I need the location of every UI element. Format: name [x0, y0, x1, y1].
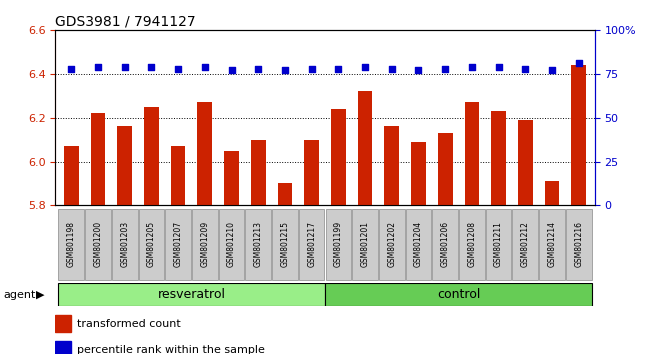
FancyBboxPatch shape [352, 209, 378, 280]
FancyBboxPatch shape [58, 209, 84, 280]
Point [493, 64, 504, 70]
Text: percentile rank within the sample: percentile rank within the sample [77, 345, 265, 354]
Point [66, 66, 77, 72]
Text: GDS3981 / 7941127: GDS3981 / 7941127 [55, 15, 196, 29]
Text: GSM801209: GSM801209 [200, 221, 209, 267]
FancyBboxPatch shape [406, 209, 432, 280]
FancyBboxPatch shape [165, 209, 191, 280]
Point [520, 66, 530, 72]
Point [573, 61, 584, 66]
Text: GSM801199: GSM801199 [334, 221, 343, 267]
Bar [545, 181, 560, 205]
FancyBboxPatch shape [566, 209, 592, 280]
Bar [171, 146, 185, 205]
Text: resveratrol: resveratrol [157, 288, 226, 301]
Point [226, 68, 237, 73]
Point [333, 66, 344, 72]
Text: GSM801213: GSM801213 [254, 221, 263, 267]
FancyBboxPatch shape [246, 209, 271, 280]
Text: GSM801200: GSM801200 [94, 221, 103, 267]
Point [413, 68, 424, 73]
Text: GSM801206: GSM801206 [441, 221, 450, 267]
Text: transformed count: transformed count [77, 319, 181, 329]
Text: GSM801208: GSM801208 [467, 221, 476, 267]
FancyBboxPatch shape [272, 209, 298, 280]
Bar [411, 142, 426, 205]
Point [387, 66, 397, 72]
Text: GSM801204: GSM801204 [414, 221, 423, 267]
Bar [278, 183, 292, 205]
FancyBboxPatch shape [379, 209, 404, 280]
Bar [465, 102, 479, 205]
Point [253, 66, 263, 72]
Point [120, 64, 130, 70]
FancyBboxPatch shape [325, 283, 592, 306]
Bar [64, 146, 79, 205]
Text: GSM801215: GSM801215 [280, 221, 289, 267]
Point [440, 66, 450, 72]
Text: GSM801210: GSM801210 [227, 221, 236, 267]
FancyBboxPatch shape [540, 209, 565, 280]
Point [547, 68, 557, 73]
FancyBboxPatch shape [326, 209, 351, 280]
Text: GSM801207: GSM801207 [174, 221, 183, 267]
Point [200, 64, 210, 70]
Bar [55, 341, 72, 354]
Text: GSM801216: GSM801216 [574, 221, 583, 267]
Bar [571, 65, 586, 205]
FancyBboxPatch shape [512, 209, 538, 280]
Text: GSM801202: GSM801202 [387, 221, 396, 267]
Text: GSM801211: GSM801211 [494, 221, 503, 267]
FancyBboxPatch shape [192, 209, 218, 280]
Text: GSM801203: GSM801203 [120, 221, 129, 267]
Point [173, 66, 183, 72]
Bar [144, 107, 159, 205]
Point [306, 66, 317, 72]
Text: GSM801212: GSM801212 [521, 221, 530, 267]
Bar [438, 133, 452, 205]
FancyBboxPatch shape [432, 209, 458, 280]
Text: agent: agent [3, 290, 36, 300]
Point [360, 64, 370, 70]
Text: GSM801198: GSM801198 [67, 221, 76, 267]
FancyBboxPatch shape [486, 209, 512, 280]
Point [93, 64, 103, 70]
Text: GSM801205: GSM801205 [147, 221, 156, 267]
Point [280, 68, 290, 73]
FancyBboxPatch shape [299, 209, 324, 280]
Bar [304, 139, 319, 205]
Bar [491, 111, 506, 205]
FancyBboxPatch shape [459, 209, 485, 280]
Bar [55, 315, 72, 332]
Bar [118, 126, 132, 205]
Bar [358, 91, 372, 205]
Text: GSM801217: GSM801217 [307, 221, 316, 267]
Point [146, 64, 157, 70]
Text: ▶: ▶ [36, 290, 44, 300]
FancyBboxPatch shape [218, 209, 244, 280]
Bar [198, 102, 212, 205]
Bar [331, 109, 346, 205]
FancyBboxPatch shape [58, 283, 325, 306]
Point [467, 64, 477, 70]
Bar [251, 139, 266, 205]
FancyBboxPatch shape [112, 209, 138, 280]
Text: GSM801201: GSM801201 [361, 221, 370, 267]
FancyBboxPatch shape [85, 209, 111, 280]
Text: control: control [437, 288, 480, 301]
FancyBboxPatch shape [138, 209, 164, 280]
Bar [384, 126, 399, 205]
Bar [518, 120, 532, 205]
Bar [90, 113, 105, 205]
Text: GSM801214: GSM801214 [547, 221, 556, 267]
Bar [224, 150, 239, 205]
